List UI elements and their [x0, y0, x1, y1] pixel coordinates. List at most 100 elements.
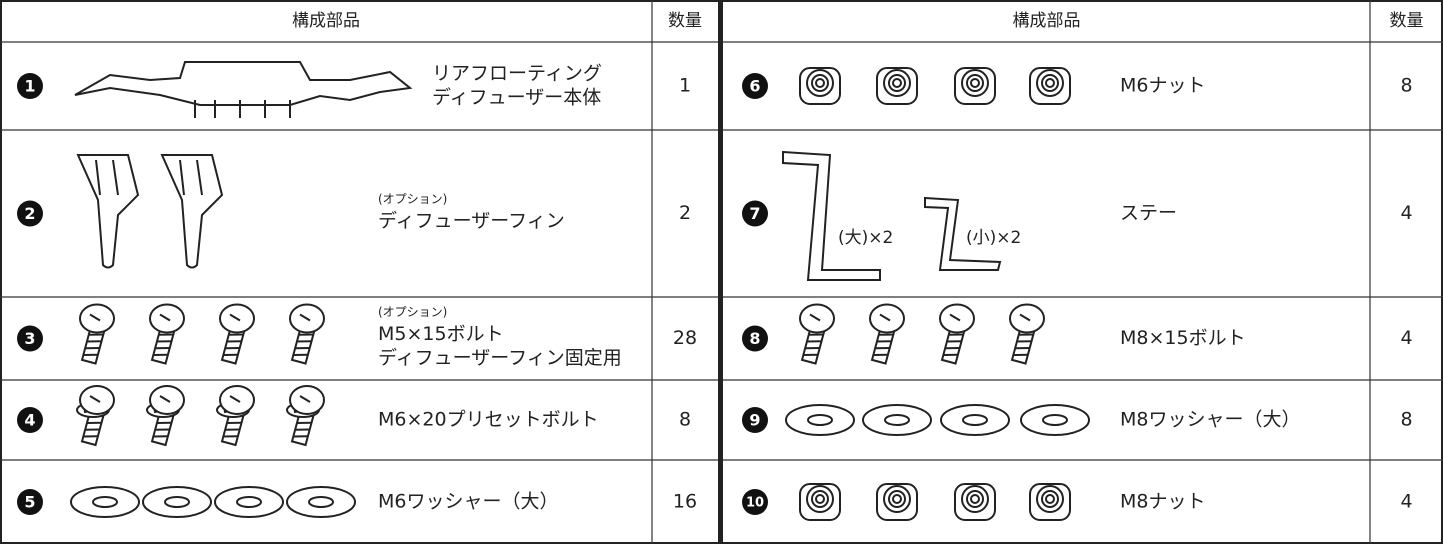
number-badge: [17, 489, 43, 515]
illustration-part: [156, 421, 172, 425]
item-number: 6: [749, 77, 760, 96]
illustration-part: [970, 494, 980, 504]
number-badge: [17, 407, 43, 433]
illustration-part: [86, 421, 102, 425]
illustration-part: [948, 333, 964, 336]
illustration-part: [155, 347, 170, 350]
item-number: 3: [24, 329, 35, 348]
item-number: 5: [24, 493, 35, 512]
illustration-part: [229, 395, 241, 403]
item-name: ディフューザーフィン: [378, 210, 565, 232]
illustration-part: [158, 333, 174, 336]
item-number: 9: [749, 411, 760, 430]
item-qty: 28: [673, 327, 697, 349]
item-name: M5×15ボルト: [378, 323, 504, 345]
illustration-part: [1019, 313, 1031, 322]
header-part: 構成部品: [1013, 11, 1081, 31]
illustration-part: [295, 428, 310, 431]
item-number: 2: [24, 204, 35, 223]
number-badge: [742, 325, 768, 352]
illustration-part: [293, 353, 308, 357]
illustration-part: [293, 435, 308, 438]
item-number: 10: [746, 496, 764, 511]
illustration-part: [815, 78, 825, 88]
item-qty: 8: [1400, 409, 1412, 431]
item-name: ディフューザーフィン固定用: [378, 347, 622, 369]
size-label: (大)×2: [838, 228, 893, 248]
number-badge: [17, 200, 43, 227]
item-name: M8ワッシャー（大）: [1120, 409, 1300, 431]
illustration-part: [156, 340, 172, 343]
number-badge: [742, 73, 768, 99]
illustration-part: [95, 159, 101, 196]
item-number: 1: [24, 77, 35, 96]
number-badge: [17, 73, 43, 99]
item-name: M6ワッシャー（大）: [378, 491, 558, 513]
item-qty: 16: [673, 491, 697, 513]
illustration-part: [308, 496, 334, 508]
illustration-part: [1045, 78, 1055, 88]
item-name: M6ナット: [1120, 75, 1205, 97]
header-part: 構成部品: [292, 11, 360, 31]
illustration-part: [159, 395, 171, 403]
illustration-part: [223, 353, 238, 357]
illustration-part: [299, 313, 311, 322]
illustration-part: [892, 494, 902, 504]
illustration-part: [226, 421, 242, 425]
illustration-part: [296, 421, 312, 425]
illustration-part: [295, 347, 310, 350]
illustration-part: [88, 333, 104, 336]
illustration-part: [299, 395, 311, 403]
number-badge: [17, 325, 43, 352]
illustration-part: [945, 347, 960, 350]
item-note: (オプション): [378, 305, 447, 319]
illustration-part: [159, 313, 171, 322]
illustration-part: [809, 313, 821, 322]
number-badge: [742, 407, 768, 433]
illustration-part: [153, 353, 168, 357]
illustration-part: [298, 333, 314, 336]
illustration-part: [226, 340, 242, 343]
item-qty: 1: [679, 75, 691, 97]
illustration-part: [962, 414, 988, 426]
illustration-part: [74, 61, 413, 106]
item-name: ディフューザー本体: [432, 87, 601, 109]
number-badge: [742, 489, 768, 515]
item-qty: 4: [1400, 327, 1412, 349]
item-number: 7: [749, 204, 760, 223]
number-badge: [742, 200, 768, 227]
illustration-part: [1042, 414, 1068, 426]
illustration-part: [943, 353, 958, 357]
illustration-part: [806, 340, 822, 343]
illustration-part: [85, 347, 100, 350]
illustration-part: [153, 435, 168, 438]
illustration-part: [946, 340, 962, 343]
illustration-part: [76, 154, 140, 269]
header-qty: 数量: [1390, 11, 1424, 31]
item-qty: 4: [1400, 491, 1412, 513]
illustration-part: [803, 353, 818, 357]
illustration-part: [878, 333, 894, 336]
illustration-part: [805, 347, 820, 350]
item-name: リアフローティング: [432, 63, 602, 85]
illustration-part: [892, 78, 902, 88]
illustration-part: [83, 435, 98, 438]
illustration-part: [884, 414, 910, 426]
illustration-part: [296, 340, 312, 343]
header-qty: 数量: [668, 11, 702, 31]
illustration-part: [876, 340, 892, 343]
illustration-part: [1045, 494, 1055, 504]
size-label: (小)×2: [966, 228, 1021, 248]
illustration-part: [92, 496, 118, 508]
illustration-part: [879, 313, 891, 322]
item-number: 8: [749, 329, 760, 348]
illustration-part: [179, 159, 185, 196]
illustration-part: [223, 435, 238, 438]
illustration-part: [808, 333, 824, 336]
illustration-part: [228, 333, 244, 336]
illustration-part: [164, 496, 190, 508]
item-name: ステー: [1120, 202, 1177, 224]
illustration-part: [236, 496, 262, 508]
item-name: M6×20プリセットボルト: [378, 409, 599, 431]
